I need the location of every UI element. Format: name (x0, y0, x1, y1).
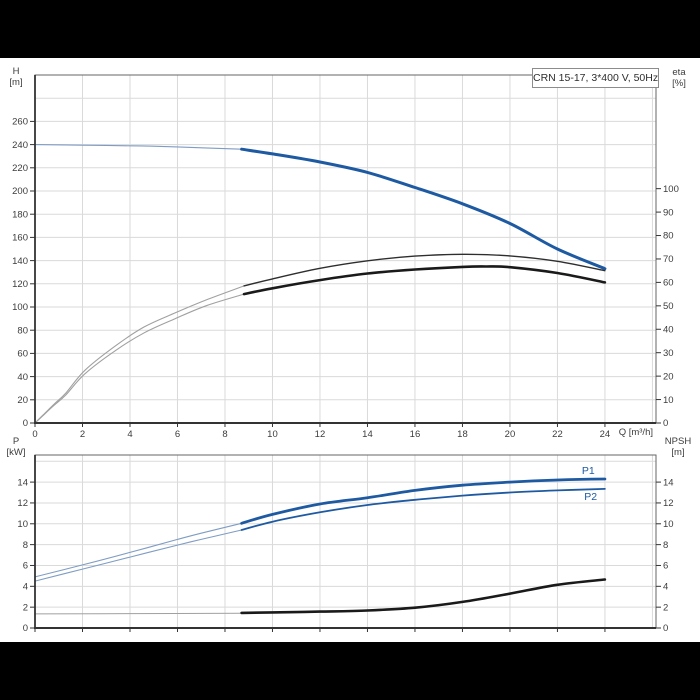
left-tick-label: 20 (17, 395, 28, 406)
left-tick-label: 200 (12, 186, 28, 197)
h-axis-title-unit: [m] (9, 77, 23, 88)
left-tick-label: 60 (17, 349, 28, 360)
axis-ticks (30, 481, 661, 632)
plot-border (34, 74, 657, 424)
p1-curve-preview (34, 522, 243, 578)
right-tick-label: 4 (663, 582, 668, 593)
left-tick-label: 140 (12, 256, 28, 267)
eta-pump-curve-preview (34, 285, 245, 424)
left-tick-label: 10 (17, 519, 28, 530)
left-tick-label: 220 (12, 163, 28, 174)
h-axis-title-symbol: H (12, 66, 20, 77)
left-tick-label: 180 (12, 209, 28, 220)
eta-pump-curve (243, 253, 606, 287)
npsh-axis-title-symbol: NPSH (664, 436, 692, 447)
x-tick-label: 2 (80, 429, 85, 440)
right-tick-label: 6 (663, 561, 668, 572)
left-tick-label: 260 (12, 117, 28, 128)
left-tick-label: 100 (12, 302, 28, 313)
eta-axis-title: eta [%] (663, 67, 695, 89)
series-label-p1: P1 (582, 465, 595, 477)
p1-curve (240, 477, 607, 525)
right-tick-label: 80 (663, 231, 674, 242)
right-tick-label: 70 (663, 254, 674, 265)
series-label-p2: P2 (584, 491, 597, 503)
p2-curve-preview (34, 529, 243, 582)
axis-tick-labels: 0204060801001201401601802002202402600102… (12, 117, 679, 440)
right-tick-label: 10 (663, 519, 674, 530)
x-tick-label: 8 (222, 429, 227, 440)
head-curve (240, 147, 607, 271)
axis-ticks (30, 120, 661, 427)
left-tick-label: 0 (23, 418, 28, 429)
x-tick-label: 16 (410, 429, 421, 440)
left-tick-label: 4 (23, 582, 28, 593)
head-curve-preview (34, 144, 243, 150)
x-tick-label: 6 (175, 429, 180, 440)
left-tick-label: 160 (12, 233, 28, 244)
left-tick-label: 80 (17, 325, 28, 336)
eta-axis-title-unit: [%] (672, 78, 686, 89)
x-tick-label: 18 (457, 429, 468, 440)
p-axis-title: P [kW] (2, 436, 30, 458)
head-eta-chart: 0204060801001201401601802002202402600102… (12, 74, 679, 440)
x-tick-label: 0 (32, 429, 37, 440)
right-tick-label: 0 (663, 418, 668, 429)
axis-tick-labels: 0 2 4 6 8 10 12 14 0 2 4 6 8 10 12 14 (17, 477, 673, 634)
left-tick-label: 240 (12, 140, 28, 151)
x-tick-label: 20 (505, 429, 516, 440)
left-tick-label: 2 (23, 602, 28, 613)
right-tick-label: 40 (663, 324, 674, 335)
power-npsh-chart: 0 2 4 6 8 10 12 14 0 2 4 6 8 10 12 14 P1 P2 (17, 454, 674, 634)
right-tick-label: 14 (663, 477, 674, 488)
left-tick-label: 8 (23, 540, 28, 551)
right-tick-label: 10 (663, 395, 674, 406)
npsh-axis-title-unit: [m] (671, 447, 685, 458)
gridlines (35, 75, 656, 423)
eta-total-curve (242, 265, 607, 296)
right-tick-label: 12 (663, 498, 674, 509)
p2-curve (240, 488, 606, 531)
letterbox-top (0, 0, 700, 58)
left-tick-label: 0 (23, 623, 28, 634)
eta-total-curve-preview (34, 293, 245, 424)
h-axis-title: H [m] (2, 66, 30, 88)
x-tick-label: 14 (362, 429, 373, 440)
p-axis-title-unit: [kW] (6, 447, 26, 458)
npsh-curve (240, 578, 607, 615)
x-tick-label: 22 (552, 429, 563, 440)
left-tick-label: 40 (17, 372, 28, 383)
x-tick-label: 24 (600, 429, 611, 440)
pump-model-title: CRN 15-17, 3*400 V, 50Hz (532, 68, 659, 88)
right-tick-label: 20 (663, 371, 674, 382)
letterbox-bottom (0, 642, 700, 700)
x-tick-label: 4 (127, 429, 132, 440)
right-tick-label: 2 (663, 602, 668, 613)
left-tick-label: 120 (12, 279, 28, 290)
left-tick-label: 6 (23, 561, 28, 572)
right-tick-label: 60 (663, 278, 674, 289)
npsh-axis-title: NPSH [m] (657, 436, 699, 458)
p-axis-title-symbol: P (12, 436, 20, 447)
eta-axis-title-symbol: eta (672, 67, 686, 78)
left-tick-label: 14 (17, 477, 28, 488)
q-axis-title: Q [m³/h] (618, 427, 653, 438)
right-tick-label: 50 (663, 301, 674, 312)
x-tick-label: 12 (315, 429, 326, 440)
right-tick-label: 0 (663, 623, 668, 634)
left-tick-label: 12 (17, 498, 28, 509)
right-tick-label: 30 (663, 348, 674, 359)
right-tick-label: 100 (663, 184, 679, 195)
npsh-curve-preview (34, 612, 243, 615)
right-tick-label: 90 (663, 207, 674, 218)
x-tick-label: 10 (267, 429, 278, 440)
right-tick-label: 8 (663, 540, 668, 551)
